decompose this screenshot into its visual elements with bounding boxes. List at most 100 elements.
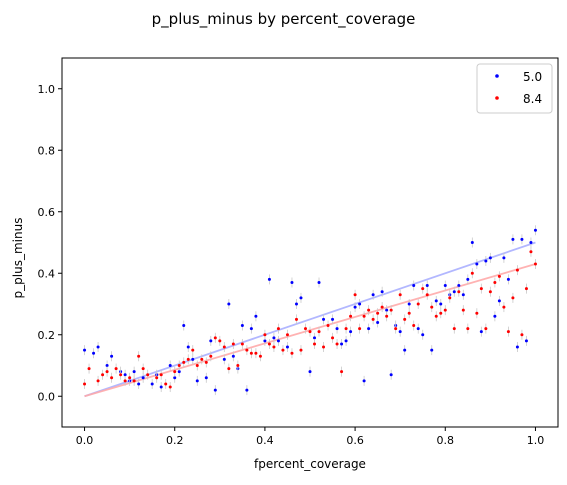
point-8-4 <box>457 290 461 294</box>
point-8-4 <box>87 367 91 371</box>
point-8-4 <box>137 354 141 358</box>
point-8-4 <box>443 308 447 312</box>
point-8-4 <box>245 348 249 352</box>
legend-label-5-0: 5.0 <box>523 70 542 84</box>
point-8-4 <box>132 379 136 383</box>
point-8-4 <box>308 330 312 334</box>
point-8-4 <box>430 305 434 309</box>
legend: 5.0 8.4 <box>476 63 553 114</box>
point-8-4 <box>362 314 366 318</box>
point-5-0 <box>376 320 380 324</box>
point-5-0 <box>308 370 312 374</box>
point-8-4 <box>231 342 235 346</box>
point-8-4 <box>358 327 362 331</box>
chart-title: p_plus_minus by percent_coverage <box>152 10 416 29</box>
point-5-0 <box>479 330 483 334</box>
point-8-4 <box>439 311 443 315</box>
point-5-0 <box>317 280 321 284</box>
point-5-0 <box>209 339 213 343</box>
point-8-4 <box>101 373 105 377</box>
point-8-4 <box>488 290 492 294</box>
point-5-0 <box>497 299 501 303</box>
point-8-4 <box>114 367 118 371</box>
point-5-0 <box>204 376 208 380</box>
point-8-4 <box>475 311 479 315</box>
point-8-4 <box>146 373 150 377</box>
point-8-4 <box>200 357 204 361</box>
point-5-0 <box>443 284 447 288</box>
point-8-4 <box>285 333 289 337</box>
point-5-0 <box>520 237 524 241</box>
point-5-0 <box>403 348 407 352</box>
point-5-0 <box>416 327 420 331</box>
point-8-4 <box>96 379 100 383</box>
legend-marker-5-0 <box>495 74 499 78</box>
point-5-0 <box>322 317 326 321</box>
point-8-4 <box>299 348 303 352</box>
point-8-4 <box>344 327 348 331</box>
point-5-0 <box>227 302 231 306</box>
point-5-0 <box>371 293 375 297</box>
point-8-4 <box>461 308 465 312</box>
point-8-4 <box>227 367 231 371</box>
point-8-4 <box>159 373 163 377</box>
point-5-0 <box>182 324 186 328</box>
y-axis-label: p_plus_minus <box>11 218 25 299</box>
point-5-0 <box>191 357 195 361</box>
point-5-0 <box>421 333 425 337</box>
point-8-4 <box>263 333 267 337</box>
point-8-4 <box>303 327 307 331</box>
point-5-0 <box>245 388 249 392</box>
x-tick-label: 0.0 <box>76 434 94 447</box>
point-8-4 <box>425 293 429 297</box>
point-5-0 <box>335 327 339 331</box>
point-8-4 <box>380 305 384 309</box>
point-5-0 <box>141 376 145 380</box>
point-5-0 <box>358 302 362 306</box>
point-8-4 <box>164 382 168 386</box>
point-5-0 <box>398 330 402 334</box>
x-axis-label: fpercent_coverage <box>254 457 366 471</box>
point-8-4 <box>209 354 213 358</box>
x-tick-label: 1.0 <box>527 434 545 447</box>
point-5-0 <box>367 327 371 331</box>
point-8-4 <box>515 268 519 272</box>
point-8-4 <box>416 302 420 306</box>
point-5-0 <box>484 259 488 263</box>
point-5-0 <box>272 336 276 340</box>
point-5-0 <box>276 339 280 343</box>
point-8-4 <box>448 296 452 300</box>
point-5-0 <box>452 290 456 294</box>
point-5-0 <box>362 379 366 383</box>
point-8-4 <box>83 382 87 386</box>
point-5-0 <box>502 256 506 260</box>
point-5-0 <box>488 256 492 260</box>
point-5-0 <box>110 354 114 358</box>
point-5-0 <box>412 284 416 288</box>
y-tick-label: 1.0 <box>38 83 56 96</box>
point-5-0 <box>439 302 443 306</box>
point-8-4 <box>506 330 510 334</box>
point-8-4 <box>371 317 375 321</box>
x-tick-label: 0.8 <box>437 434 455 447</box>
point-8-4 <box>529 250 533 254</box>
legend-label-8-4: 8.4 <box>523 92 542 106</box>
point-8-4 <box>254 351 258 355</box>
plot-frame <box>61 57 559 428</box>
point-8-4 <box>497 274 501 278</box>
point-5-0 <box>511 237 515 241</box>
legend-marker-8-4 <box>495 96 499 100</box>
x-tick-label: 0.4 <box>256 434 274 447</box>
point-8-4 <box>524 287 528 291</box>
point-8-4 <box>110 376 114 380</box>
point-5-0 <box>132 370 136 374</box>
point-8-4 <box>290 351 294 355</box>
point-8-4 <box>385 314 389 318</box>
x-tick-label: 0.6 <box>346 434 364 447</box>
x-tick-label: 0.2 <box>166 434 184 447</box>
point-5-0 <box>515 345 519 349</box>
point-5-0 <box>240 324 244 328</box>
point-8-4 <box>177 364 181 367</box>
point-8-4 <box>155 376 159 380</box>
point-8-4 <box>407 311 411 315</box>
